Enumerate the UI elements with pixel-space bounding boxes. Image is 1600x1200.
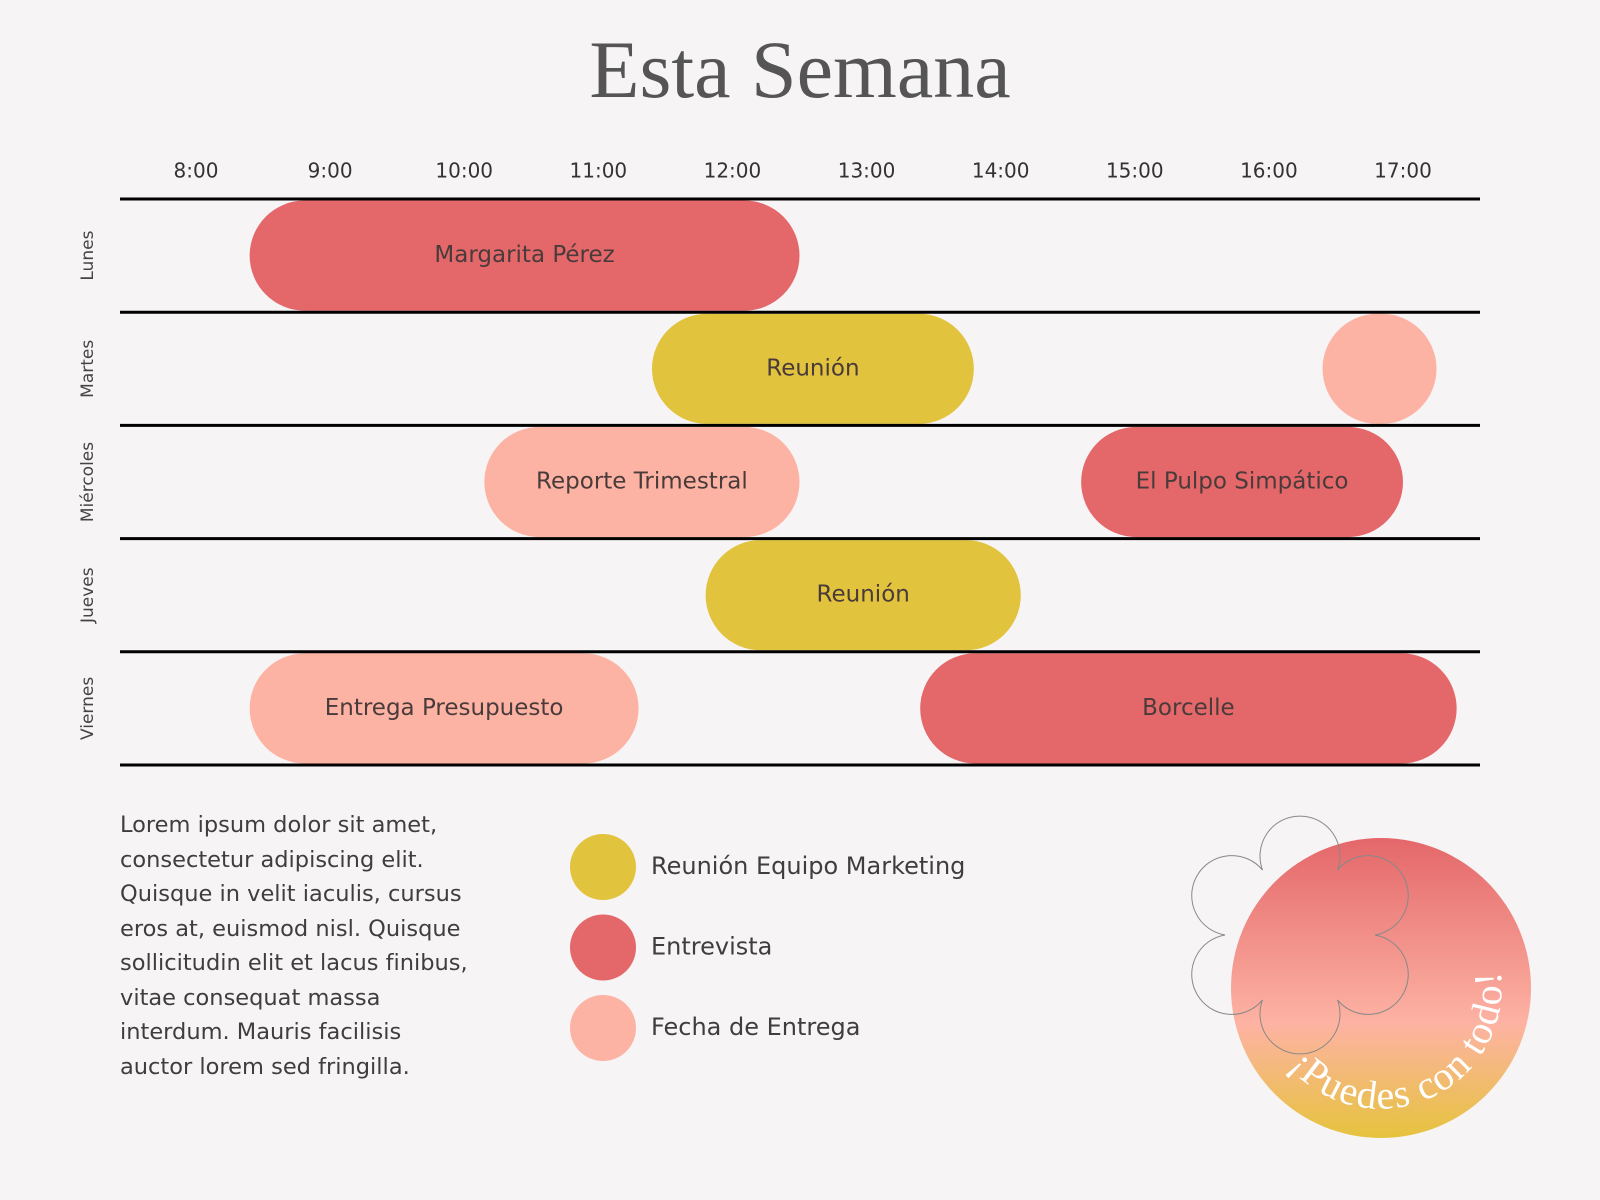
event xyxy=(1081,426,1403,538)
day-label: Viernes xyxy=(78,677,98,740)
event xyxy=(484,426,800,538)
title: Esta Semana xyxy=(589,24,1010,115)
event xyxy=(920,653,1457,764)
legend-swatch xyxy=(570,914,636,981)
flower-outline xyxy=(1191,815,1409,1055)
legend-label: Reunión Equipo Marketing xyxy=(651,852,965,880)
day-label: Miércoles xyxy=(78,442,98,522)
event-label: Borcelle xyxy=(1142,695,1235,721)
hour-label: 16:00 xyxy=(1240,159,1298,183)
hour-label: 8:00 xyxy=(174,159,219,183)
event xyxy=(705,540,1021,651)
event xyxy=(1322,313,1437,424)
legend-swatch xyxy=(570,834,636,900)
event-label: Reporte Trimestral xyxy=(536,469,748,495)
description: Lorem ipsum dolor sit amet, consectetur … xyxy=(120,812,468,1080)
hour-label: 11:00 xyxy=(570,159,628,183)
hour-label: 17:00 xyxy=(1374,159,1432,183)
legend-label: Entrevista xyxy=(651,933,772,961)
badge: ¡Puedes con todo! xyxy=(1191,815,1531,1138)
day-label: Martes xyxy=(78,340,98,398)
hour-label: 9:00 xyxy=(308,159,353,183)
hour-label: 13:00 xyxy=(838,159,896,183)
day-label: Jueves xyxy=(78,567,98,624)
event-label: Entrega Presupuesto xyxy=(325,695,564,721)
event-label: Margarita Pérez xyxy=(434,242,614,268)
hour-label: 14:00 xyxy=(972,159,1030,183)
event-label: El Pulpo Simpático xyxy=(1136,469,1349,495)
hour-label: 10:00 xyxy=(435,159,493,183)
hour-label: 12:00 xyxy=(704,159,762,183)
badge-circle xyxy=(1231,838,1531,1138)
hour-label: 15:00 xyxy=(1106,159,1164,183)
event xyxy=(249,653,639,764)
day-label: Lunes xyxy=(78,230,98,280)
event-label: Reunión xyxy=(817,582,910,608)
event xyxy=(651,313,974,424)
event xyxy=(249,200,800,311)
legend-label: Fecha de Entrega xyxy=(651,1013,860,1041)
legend-swatch xyxy=(570,995,636,1061)
event-label: Reunión xyxy=(766,355,859,381)
